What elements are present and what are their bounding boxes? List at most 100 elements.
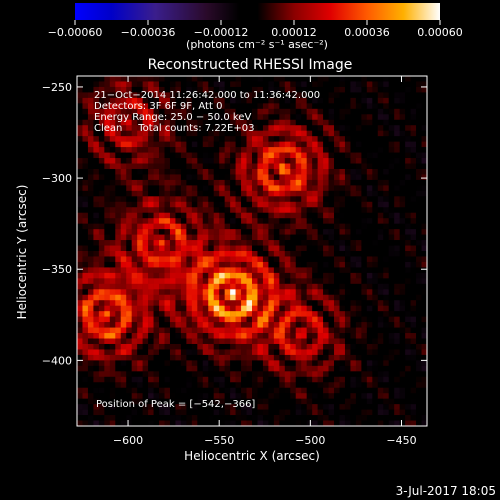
heatmap-cell [180,376,187,383]
heatmap-cell [377,152,384,159]
heatmap-cell [142,311,149,317]
heatmap-cell [148,376,154,383]
heatmap-cell [366,272,373,279]
heatmap-cell [372,376,379,383]
heatmap-cell [323,168,329,175]
heatmap-cell [388,365,395,372]
heatmap-cell [290,185,297,192]
heatmap-cell [328,256,335,263]
heatmap-cell [169,283,176,290]
heatmap-cell [388,278,395,285]
heatmap-cell [197,245,204,252]
heatmap-cell [252,305,258,312]
heatmap-cell [377,86,384,93]
heatmap-cell [82,152,89,159]
heatmap-cell [180,415,187,421]
heatmap-cell [98,365,105,372]
heatmap-cell [323,97,329,104]
heatmap-cell [213,261,220,268]
heatmap-cell [169,420,176,427]
heatmap-cell [115,278,122,285]
heatmap-cell [137,420,143,427]
heatmap-cell [208,229,215,235]
heatmap-cell [334,179,340,186]
heatmap-cell [399,185,406,192]
heatmap-cell [77,158,83,164]
heatmap-cell [246,114,253,121]
heatmap-cell [399,387,406,394]
heatmap-cell [180,130,187,137]
heatmap-cell [394,174,400,181]
heatmap-cell [104,420,111,427]
heatmap-cell [284,415,291,421]
heatmap-cell [350,196,357,203]
heatmap-cell [241,322,247,328]
heatmap-cell [115,294,122,301]
heatmap-cell [257,179,264,186]
heatmap-cell [126,212,132,219]
heatmap-cell [388,147,395,153]
heatmap-cell [115,147,122,153]
heatmap-cell [159,382,165,389]
heatmap-cell [350,76,357,82]
heatmap-cell [306,174,313,181]
heatmap-cell [115,316,122,323]
heatmap-cell [377,245,384,252]
heatmap-cell [405,207,411,214]
heatmap-cell [273,387,280,394]
heatmap-cell [394,300,400,306]
heatmap-cell [77,174,83,181]
heatmap-cell [93,158,100,164]
heatmap-cell [366,420,373,427]
heatmap-cell [137,415,143,421]
heatmap-cell [290,360,297,367]
heatmap-cell [301,86,307,93]
heatmap-cell [235,387,242,394]
heatmap-cell [262,343,269,350]
heatmap-cell [421,382,428,389]
heatmap-cell [126,141,132,148]
heatmap-cell [317,251,324,257]
heatmap-cell [153,223,160,230]
heatmap-cell [344,404,351,410]
heatmap-cell [323,212,329,219]
heatmap-cell [104,316,111,323]
heatmap-cell [202,125,209,131]
heatmap-cell [93,393,100,399]
heatmap-cell [82,343,89,350]
heatmap-cell [241,333,247,339]
heatmap-cell [208,338,215,345]
heatmap-cell [383,240,390,246]
heatmap-cell [241,349,247,356]
heatmap-cell [262,218,269,224]
heatmap-cell [421,76,428,82]
heatmap-cell [219,223,225,230]
heatmap-cell [257,234,264,241]
heatmap-cell [295,415,302,421]
heatmap-cell [219,354,225,361]
heatmap-cell [175,218,182,224]
annotation-energy: Energy Range: 25.0 − 50.0 keV [94,112,251,123]
heatmap-cell [98,119,105,126]
heatmap-cell [153,152,160,159]
heatmap-cell [153,86,160,93]
heatmap-cell [257,168,264,175]
heatmap-cell [241,415,247,421]
heatmap-cell [323,76,329,82]
heatmap-cell [355,114,362,121]
heatmap-cell [344,174,351,181]
heatmap-cell [164,267,171,274]
heatmap-cell [169,393,176,399]
heatmap-cell [120,300,127,306]
heatmap-cell [224,371,231,378]
heatmap-cell [421,267,428,274]
heatmap-cell [175,382,182,389]
heatmap-cell [126,294,132,301]
heatmap-cell [208,108,215,115]
heatmap-cell [109,174,116,181]
heatmap-cell [180,420,187,427]
annotation-counts: Clean Total counts: 7.22E+03 [94,123,254,134]
heatmap-cell [98,136,105,142]
heatmap-cell [377,97,384,104]
heatmap-cell [191,125,198,131]
